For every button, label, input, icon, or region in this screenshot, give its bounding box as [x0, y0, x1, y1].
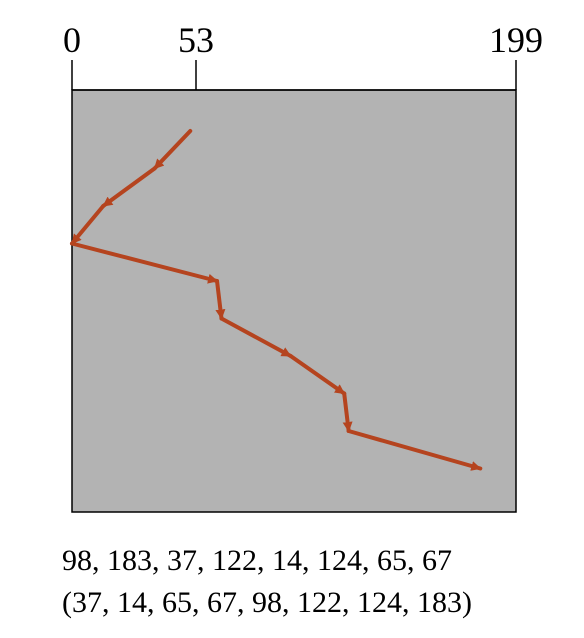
- path-segment-14-to-0: [70, 204, 106, 246]
- request-queue-text: 98, 183, 37, 122, 14, 124, 65, 67: [62, 544, 452, 577]
- cylinder-panel: [71, 89, 517, 513]
- path-segment-67-to-98: [219, 316, 293, 358]
- path-segment-37-to-14: [101, 166, 157, 208]
- path-segment-98-to-122: [288, 354, 347, 396]
- path-segment-65-to-67: [215, 279, 226, 321]
- path-segment-53-to-37: [152, 129, 193, 171]
- path-segment-124-to-183: [346, 429, 483, 471]
- tick-label-53: 53: [178, 20, 214, 60]
- path-segment-0-to-65: [70, 241, 220, 284]
- service-order-text: (37, 14, 65, 67, 98, 122, 124, 183): [62, 586, 472, 619]
- head-movement-path: [70, 129, 483, 471]
- tick-label-0: 0: [63, 20, 81, 60]
- tick-label-199: 199: [489, 20, 543, 60]
- disk-scheduling-diagram: 0 53 199: [63, 20, 543, 513]
- path-segment-122-to-124: [342, 391, 353, 433]
